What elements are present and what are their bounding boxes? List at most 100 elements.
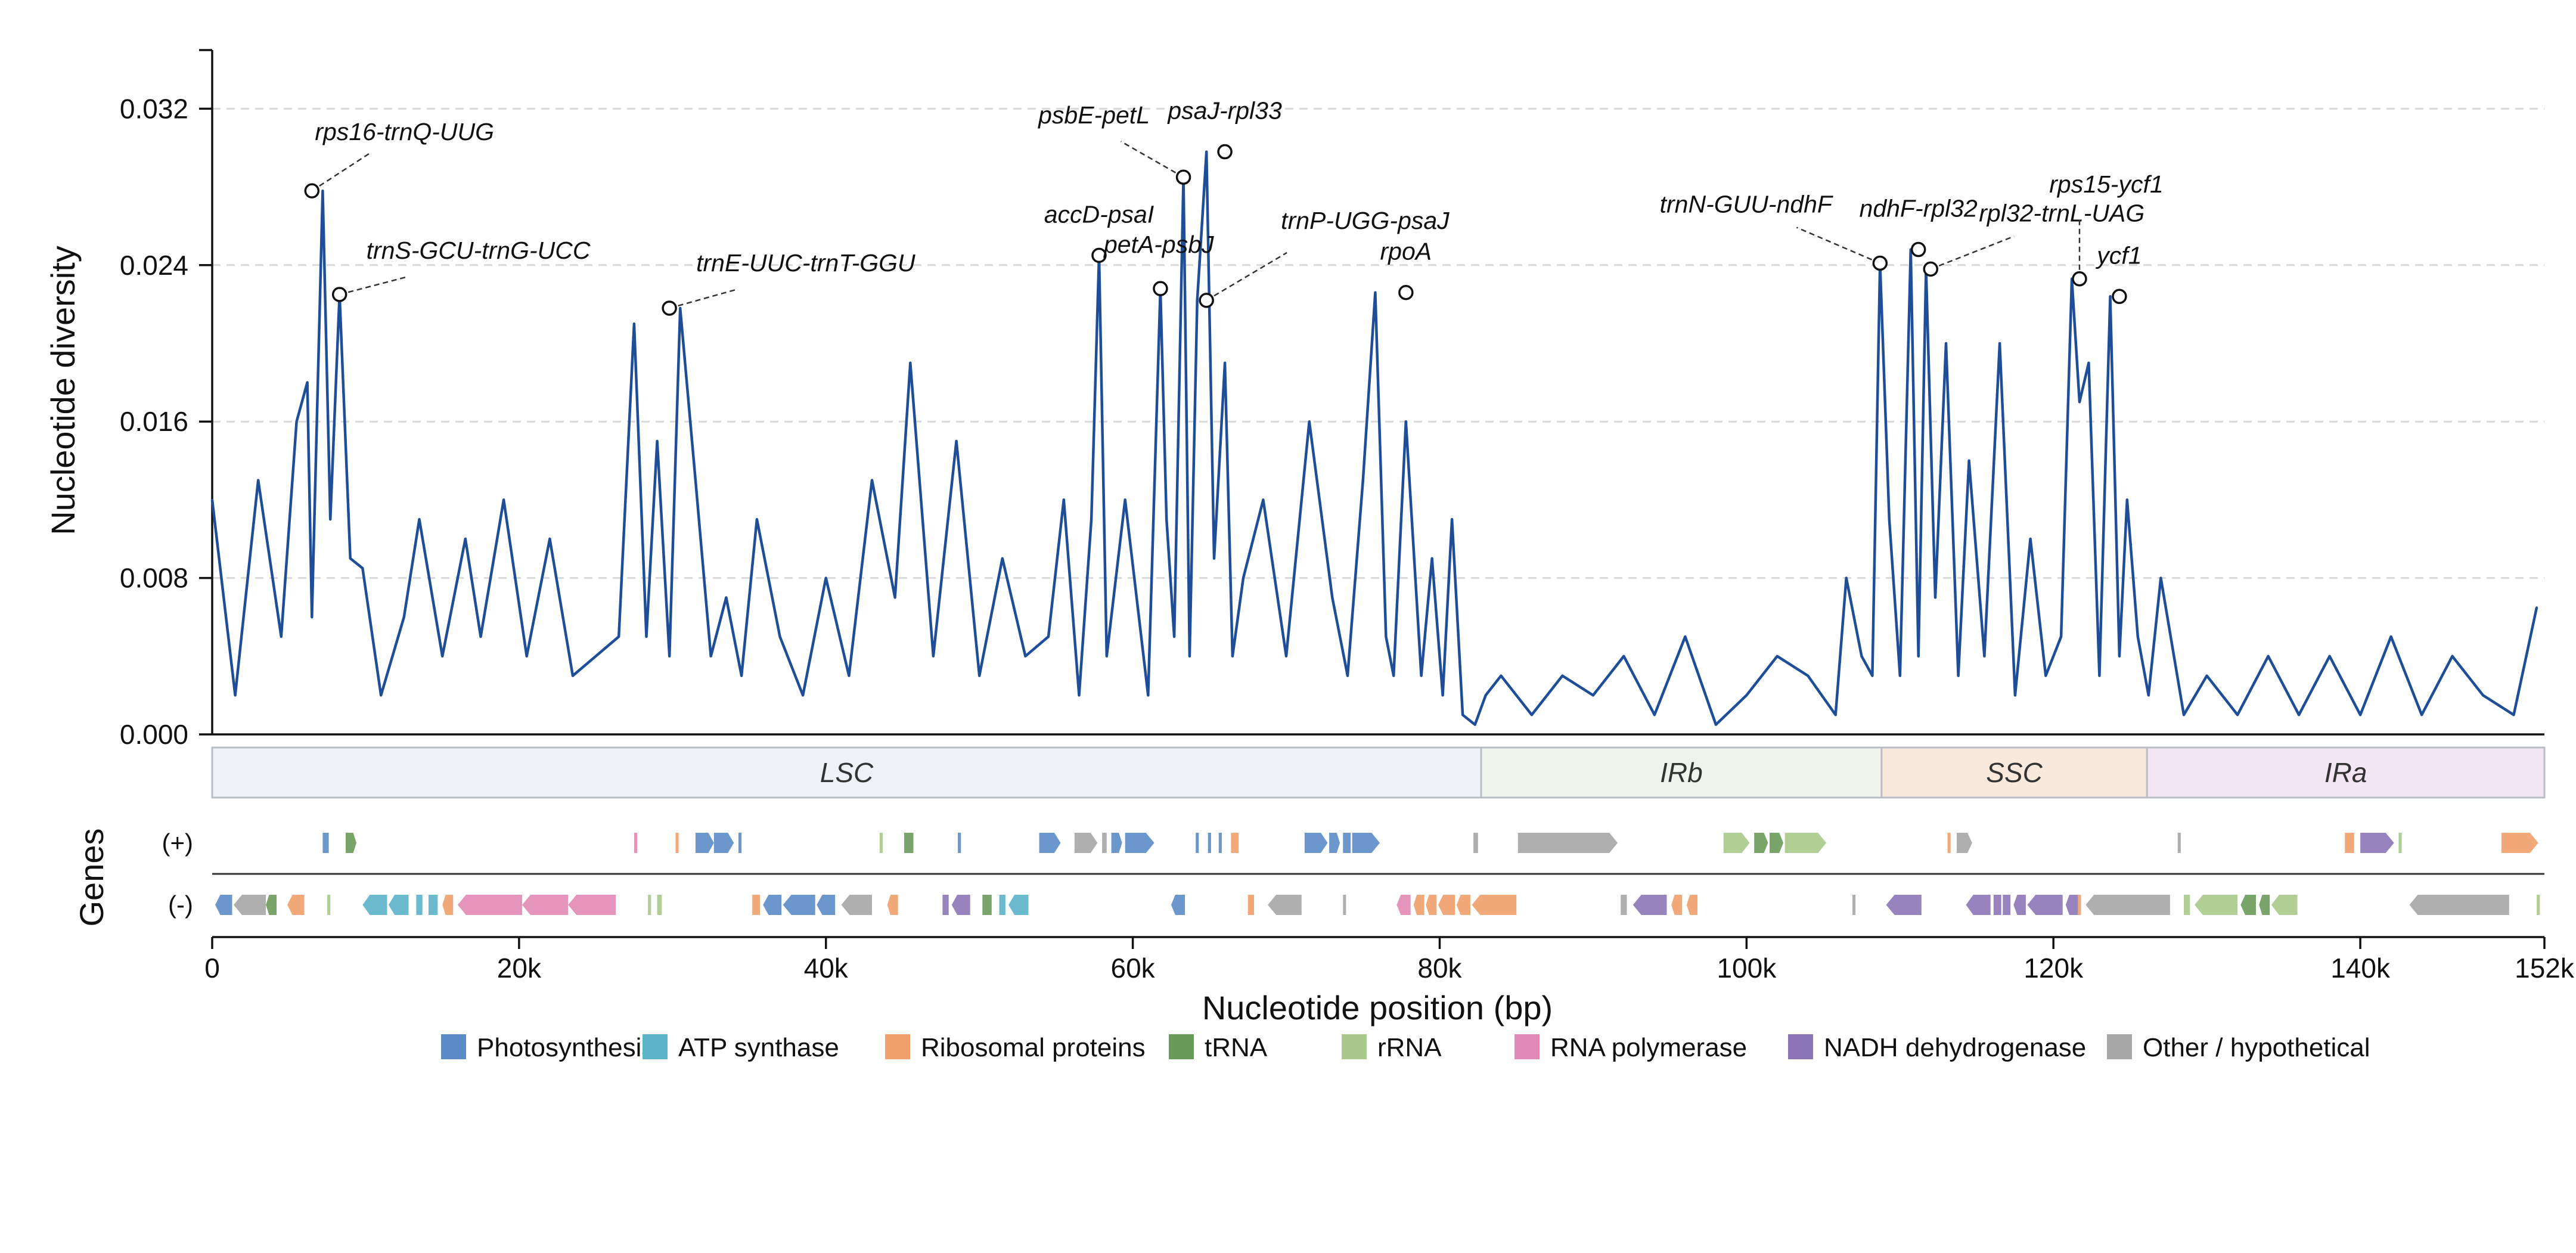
gene-minus [887, 895, 898, 915]
gene-plus [1039, 833, 1061, 853]
gene-minus [2271, 895, 2298, 915]
gene-plus [1304, 833, 1328, 853]
x-tick-label: 80k [1417, 953, 1462, 984]
gene-plus [1102, 833, 1107, 853]
peak-label: ycf1 [2095, 241, 2142, 269]
legend-label: ATP synthase [678, 1033, 839, 1062]
gene-plus [634, 833, 638, 853]
gene-minus [389, 895, 409, 915]
peak-marker [1217, 144, 1233, 160]
data-point [2159, 577, 2162, 579]
data-point [1392, 675, 1395, 677]
data-point [311, 616, 313, 618]
data-point [2098, 675, 2100, 677]
data-point [1224, 362, 1226, 364]
peak-leader-line [339, 275, 408, 296]
data-point [1346, 675, 1349, 677]
gene-minus [234, 895, 266, 915]
data-point [1362, 479, 1364, 482]
data-point [1090, 518, 1093, 520]
data-point [526, 655, 528, 657]
peak-label: psaJ-rpl33 [1166, 97, 1282, 125]
region-label: IRb [1660, 757, 1703, 788]
data-point [280, 635, 283, 638]
data-point [361, 567, 364, 569]
data-point [1957, 675, 1960, 677]
gene-plus [958, 833, 961, 853]
data-point [1998, 342, 2001, 345]
data-point [802, 694, 804, 696]
data-point [1845, 577, 1848, 579]
data-point [694, 479, 697, 482]
peak-marker [2112, 289, 2127, 305]
data-point [756, 518, 758, 520]
data-point [2206, 675, 2208, 677]
gene-minus [1268, 895, 1302, 915]
gene-minus [763, 895, 782, 915]
gene-plus [675, 833, 679, 853]
gene-plus [1208, 833, 1211, 853]
gene-minus [1686, 895, 1697, 915]
peak-leader-line [1796, 227, 1880, 264]
x-tick-label: 120k [2023, 953, 2084, 984]
data-point [871, 479, 873, 482]
gene-minus [2409, 895, 2509, 915]
peak-marker [1091, 247, 1107, 263]
peak-marker [662, 300, 677, 316]
data-point [1063, 498, 1065, 501]
data-point [1024, 655, 1026, 657]
gene-minus [841, 895, 872, 915]
data-point [1945, 342, 1947, 345]
strand-label-plus: (+) [162, 829, 194, 857]
data-point [1124, 498, 1126, 501]
gene-minus [2259, 895, 2270, 915]
data-point [2236, 714, 2239, 716]
gene-minus [1413, 895, 1424, 915]
data-point [1474, 724, 1476, 726]
legend-label: rRNA [1377, 1033, 1442, 1062]
data-point [1917, 655, 1920, 657]
data-point [1622, 655, 1625, 657]
gene-minus [1456, 895, 1470, 915]
gene-minus [1993, 895, 2001, 915]
data-point [1106, 655, 1108, 657]
data-point [740, 675, 743, 677]
legend-swatch [1169, 1034, 1194, 1059]
data-point [441, 655, 443, 657]
gene-minus [1247, 895, 1254, 915]
genes-layer: (+) (-) [162, 829, 2544, 919]
data-point [2183, 714, 2185, 716]
x-tick-label: 40k [804, 953, 849, 984]
data-point [1242, 577, 1244, 579]
gene-minus [1472, 895, 1517, 915]
data-point [548, 538, 551, 540]
gene-minus [752, 895, 760, 915]
data-point [1001, 557, 1004, 560]
legend-label: NADH dehydrogenase [1824, 1033, 2086, 1062]
legend-label: tRNA [1205, 1033, 1268, 1062]
data-point [1078, 694, 1080, 696]
data-point [1835, 714, 1837, 716]
gene-minus [266, 895, 277, 915]
peak-label: rpl32-trnL-UAG [1979, 199, 2144, 227]
gene-plus [879, 833, 883, 853]
data-point [1420, 675, 1423, 677]
gene-minus [362, 895, 387, 915]
peak-marker [1923, 261, 1939, 277]
data-point [2267, 655, 2270, 657]
data-point [909, 362, 911, 364]
gene-minus [1966, 895, 1991, 915]
data-point [211, 498, 213, 501]
peak-leader-line [669, 288, 738, 309]
data-point [978, 675, 980, 677]
data-point [380, 694, 382, 696]
gene-plus [695, 833, 714, 853]
data-point [1205, 151, 1208, 153]
data-point [1147, 694, 1149, 696]
data-point [1592, 694, 1594, 696]
legend-swatch [1514, 1034, 1540, 1059]
region-label: SSC [1986, 757, 2043, 788]
x-axis-title: Nucleotide position (bp) [1202, 989, 1553, 1026]
x-tick-label: 140k [2330, 953, 2391, 984]
legend-swatch [885, 1034, 910, 1059]
